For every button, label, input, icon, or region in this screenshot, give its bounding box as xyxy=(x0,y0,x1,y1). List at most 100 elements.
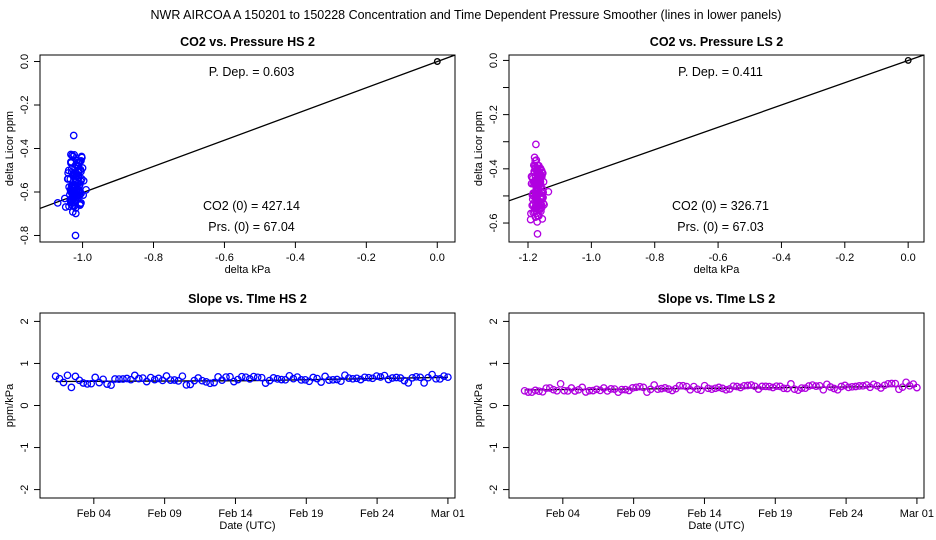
p4-data-point xyxy=(707,385,716,394)
p2-data-point xyxy=(532,140,540,149)
p2-data-point xyxy=(538,168,547,177)
p1-data-point xyxy=(75,180,84,189)
figure-suptitle: NWR AIRCOA A 150201 to 150228 Concentrat… xyxy=(151,8,782,22)
p1-data-point xyxy=(71,209,80,218)
p4-data-point xyxy=(628,384,637,392)
p4-data-point xyxy=(826,383,835,391)
p4-title: Slope vs. TIme LS 2 xyxy=(658,292,775,306)
p4-data-point xyxy=(715,383,723,392)
p4-data-point xyxy=(722,385,730,394)
p3-data-point xyxy=(257,373,266,382)
p4-data-point xyxy=(790,385,799,394)
p4-data-point xyxy=(531,386,540,395)
p3-data-point xyxy=(368,374,377,383)
p1-annotation-co2-0: CO2 (0) = 427.14 xyxy=(203,199,300,213)
p4-data-point xyxy=(553,386,561,395)
p2-data-point xyxy=(535,197,544,206)
p4-data-point xyxy=(898,383,907,392)
p3-data-point xyxy=(364,373,373,382)
p3-data-point xyxy=(222,373,230,381)
p4-data-point xyxy=(589,386,597,395)
p3-data-point xyxy=(241,373,250,382)
p3-data-point xyxy=(174,377,183,385)
p4-data-point xyxy=(542,384,551,393)
p3-data-point xyxy=(146,373,155,382)
p3-data-point xyxy=(87,379,96,388)
p3-data-point xyxy=(305,377,314,386)
p3-data-point xyxy=(289,374,298,383)
p4-data-point xyxy=(747,381,756,389)
p1-data-point xyxy=(74,158,82,167)
p4-data-point xyxy=(693,385,702,394)
p4-ytick-label: -1 xyxy=(488,443,500,453)
p4-data-point xyxy=(657,384,666,393)
p4-data-point xyxy=(733,382,741,391)
p1-ytick-label: -0.2 xyxy=(19,96,31,115)
p1-data-point xyxy=(61,203,70,211)
p4-data-point xyxy=(837,382,846,391)
p3-data-point xyxy=(226,372,234,381)
p3-data-point xyxy=(127,375,135,384)
p3-xtick-label: Feb 24 xyxy=(360,508,394,520)
p2-data-point xyxy=(528,191,537,200)
p4-ytick-label: 0 xyxy=(488,402,500,408)
p4-data-point xyxy=(765,382,774,391)
p1-xtick-label: -0.8 xyxy=(144,252,163,264)
p4-data-point xyxy=(592,385,601,394)
p3-xtick-label: Mar 01 xyxy=(431,508,465,520)
p2-ylabel: delta Licor ppm xyxy=(473,111,485,186)
p3-data-point xyxy=(273,375,282,383)
p3-data-point xyxy=(440,372,448,380)
p3-data-point xyxy=(384,375,393,384)
p1-ytick-label: -0.6 xyxy=(19,183,31,202)
p2-ytick-label: -0.2 xyxy=(488,105,500,124)
p4-data-point xyxy=(830,384,838,393)
p1-data-point xyxy=(68,171,77,179)
p4-data-point xyxy=(905,381,914,390)
p4-ytick-label: 1 xyxy=(488,360,500,366)
p1-fit-line xyxy=(40,55,455,210)
p3-xtick-label: Feb 19 xyxy=(289,508,323,520)
p2-ytick-label: -0.4 xyxy=(488,159,500,178)
p4-data-point xyxy=(805,382,813,390)
p2-frame xyxy=(508,54,925,243)
p4-data-point xyxy=(545,384,554,392)
p4-data-point xyxy=(535,387,543,396)
p4-xtick-label: Feb 14 xyxy=(687,508,721,520)
p3-data-point xyxy=(230,377,238,386)
p3-data-point xyxy=(111,375,119,383)
p4-data-point xyxy=(578,383,587,392)
p4-xtick-label: Feb 24 xyxy=(829,508,863,520)
p4-data-point xyxy=(653,385,662,394)
p3-data-point xyxy=(412,372,421,381)
p4-data-point xyxy=(571,387,579,395)
p3-data-point xyxy=(352,374,361,383)
p3-data-point xyxy=(91,373,100,382)
p4-data-point xyxy=(851,382,860,391)
p4-ytick-label: -2 xyxy=(488,485,500,495)
p4-xtick-label: Mar 01 xyxy=(900,508,934,520)
p3-data-point xyxy=(158,376,167,385)
p1-ytick-label: -0.4 xyxy=(19,139,31,158)
p3-plot-area xyxy=(51,370,452,392)
p4-data-point xyxy=(632,383,641,392)
p3-data-point xyxy=(206,379,214,388)
p2-title: CO2 vs. Pressure LS 2 xyxy=(650,35,783,49)
p4-ylabel: ppm/kPa xyxy=(473,383,485,427)
p2-annotation-pdep: P. Dep. = 0.411 xyxy=(678,65,763,79)
p4-data-point xyxy=(729,382,738,391)
p3-data-point xyxy=(249,372,258,381)
p4-data-point xyxy=(621,385,630,394)
p4-data-point xyxy=(617,385,626,394)
p4-data-point xyxy=(859,381,867,390)
p3-data-point xyxy=(344,374,353,382)
p3-data-point xyxy=(166,376,175,384)
p3-data-point xyxy=(404,379,413,387)
p4-data-point xyxy=(758,382,766,391)
p2-data-point xyxy=(533,189,541,198)
p4-data-point xyxy=(783,384,792,393)
p3-data-point xyxy=(317,378,325,386)
p1-data-point xyxy=(74,185,83,194)
p3-data-point xyxy=(400,376,409,385)
p3-data-point xyxy=(83,380,92,388)
